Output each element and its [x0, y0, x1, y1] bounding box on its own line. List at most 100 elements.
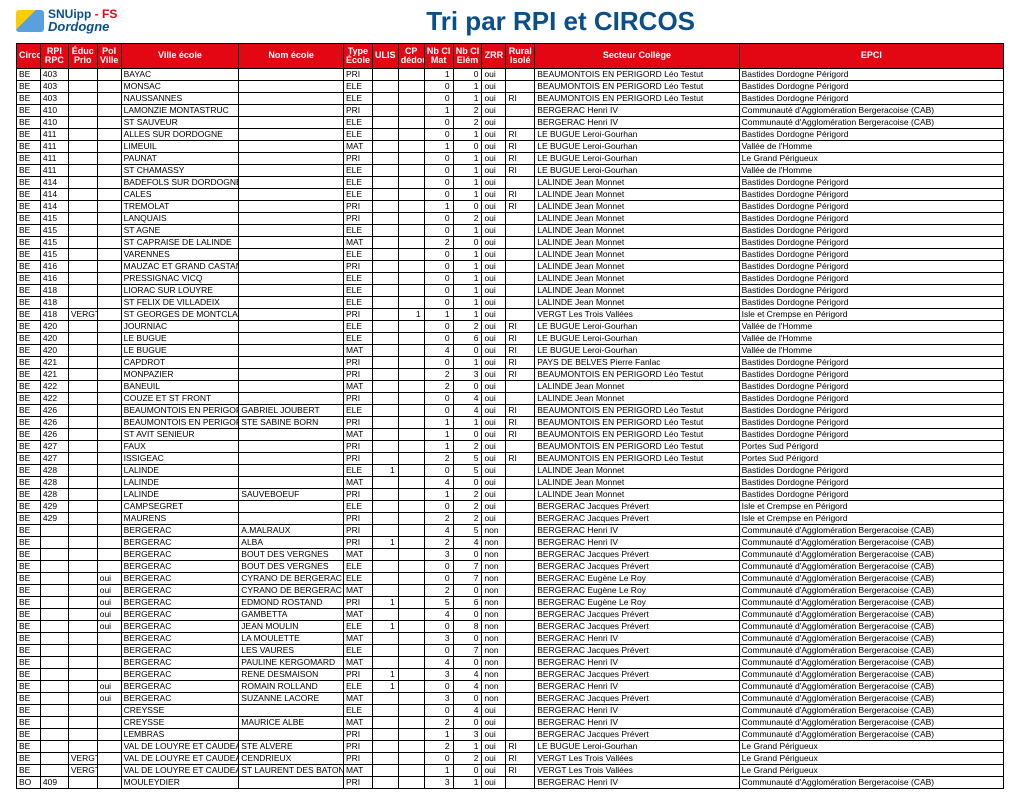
cell: PRI	[343, 597, 372, 609]
cell	[506, 177, 535, 189]
cell: non	[482, 585, 506, 597]
cell: BE	[17, 501, 41, 513]
cell: BE	[17, 765, 41, 777]
cell	[372, 321, 398, 333]
cell: 0	[453, 345, 482, 357]
cell	[97, 741, 121, 753]
cell: COUZE ET ST FRONT	[121, 393, 239, 405]
cell: VAL DE LOUYRE ET CAUDEAU	[121, 753, 239, 765]
cell: 1	[453, 777, 482, 789]
cell	[40, 729, 68, 741]
cell: Communauté d'Agglomération Bergeracoise …	[739, 585, 1003, 597]
cell	[239, 285, 344, 297]
cell	[506, 549, 535, 561]
cell	[372, 693, 398, 705]
cell: BE	[17, 297, 41, 309]
cell: Communauté d'Agglomération Bergeracoise …	[739, 705, 1003, 717]
cell	[372, 429, 398, 441]
cell: CAMPSEGRET	[121, 501, 239, 513]
table-row: BE411ALLES SUR DORDOGNEELE01ouiRILE BUGU…	[17, 129, 1004, 141]
cell: Bastides Dordogne Périgord	[739, 465, 1003, 477]
cell	[68, 585, 97, 597]
cell	[506, 309, 535, 321]
cell: 2	[453, 501, 482, 513]
cell	[97, 645, 121, 657]
cell: 1	[424, 201, 453, 213]
cell	[97, 753, 121, 765]
table-row: BEouiBERGERACROMAIN ROLLANDELE104nonBERG…	[17, 681, 1004, 693]
cell: PRI	[343, 753, 372, 765]
cell	[398, 537, 424, 549]
cell: BE	[17, 165, 41, 177]
cell	[68, 537, 97, 549]
cell: BE	[17, 705, 41, 717]
cell: oui	[97, 597, 121, 609]
table-row: BEBERGERACLA MOULETTEMAT30nonBERGERAC He…	[17, 633, 1004, 645]
cell: 1	[424, 141, 453, 153]
cell: BERGERAC	[121, 585, 239, 597]
cell	[372, 393, 398, 405]
cell: 0	[424, 273, 453, 285]
cell: 1	[424, 417, 453, 429]
col-header: EPCI	[739, 44, 1003, 69]
cell	[372, 177, 398, 189]
cell: VERGT	[68, 765, 97, 777]
cell	[398, 105, 424, 117]
cell: 0	[424, 249, 453, 261]
cell	[40, 633, 68, 645]
cell: BE	[17, 609, 41, 621]
cell: BERGERAC	[121, 633, 239, 645]
cell: 3	[424, 669, 453, 681]
cell: Bastides Dordogne Périgord	[739, 357, 1003, 369]
cell	[40, 537, 68, 549]
cell: BERGERAC	[121, 561, 239, 573]
cell: PRI	[343, 741, 372, 753]
cell: LALINDE Jean Monnet	[535, 285, 739, 297]
col-header: Ville école	[121, 44, 239, 69]
cell	[372, 141, 398, 153]
cell	[372, 165, 398, 177]
cell	[97, 501, 121, 513]
cell: 0	[453, 585, 482, 597]
cell: VERGT	[68, 753, 97, 765]
table-row: BE429MAURENSPRI22ouiBERGERAC Jacques Pré…	[17, 513, 1004, 525]
cell	[97, 297, 121, 309]
cell	[97, 141, 121, 153]
cell	[68, 177, 97, 189]
cell: RI	[506, 453, 535, 465]
cell: 4	[453, 537, 482, 549]
cell: Bastides Dordogne Périgord	[739, 489, 1003, 501]
cell: 0	[424, 561, 453, 573]
cell	[398, 777, 424, 789]
cell	[239, 129, 344, 141]
cell: MAT	[343, 585, 372, 597]
cell	[40, 573, 68, 585]
cell	[506, 105, 535, 117]
cell: ELE	[343, 333, 372, 345]
cell: Le Grand Périgueux	[739, 753, 1003, 765]
cell	[97, 165, 121, 177]
cell: BERGERAC	[121, 597, 239, 609]
cell: RI	[506, 369, 535, 381]
cell: VARENNES	[121, 249, 239, 261]
cell	[97, 729, 121, 741]
cell: 0	[453, 477, 482, 489]
cell	[506, 681, 535, 693]
cell: BE	[17, 93, 41, 105]
cell	[68, 693, 97, 705]
cell: 0	[453, 657, 482, 669]
cell: BERGERAC Henri IV	[535, 105, 739, 117]
cell: BE	[17, 597, 41, 609]
cell	[68, 93, 97, 105]
cell: MAUZAC ET GRAND CASTANG	[121, 261, 239, 273]
cell: non	[482, 657, 506, 669]
cell	[97, 225, 121, 237]
cell	[398, 525, 424, 537]
cell	[506, 609, 535, 621]
cell	[372, 69, 398, 81]
table-row: BE428LALINDESAUVEBOEUFPRI12ouiLALINDE Je…	[17, 489, 1004, 501]
cell: oui	[482, 741, 506, 753]
col-header: ZRR	[482, 44, 506, 69]
cell: 1	[453, 417, 482, 429]
cell: 420	[40, 321, 68, 333]
